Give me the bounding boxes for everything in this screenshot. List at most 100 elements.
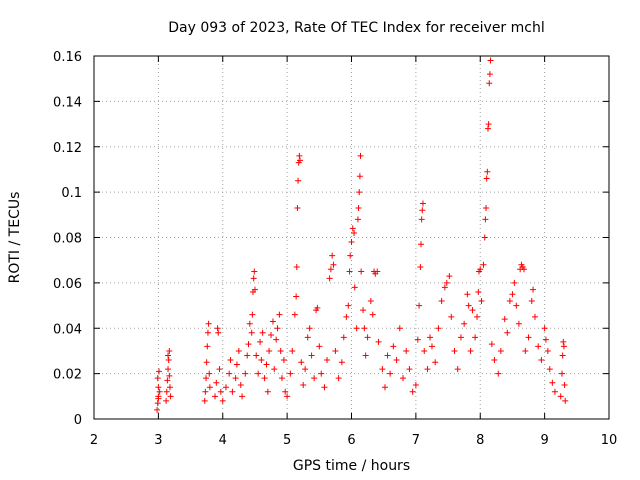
data-point: [343, 313, 350, 320]
data-point: [327, 266, 334, 273]
data-point: [203, 375, 210, 382]
data-point: [202, 388, 209, 395]
data-point: [483, 205, 490, 212]
y-axis-label: ROTI / TECUs: [7, 192, 23, 284]
x-tick-label: 10: [601, 433, 618, 448]
data-point: [251, 286, 258, 293]
data-point: [561, 381, 568, 388]
data-point: [485, 121, 492, 128]
data-point: [264, 388, 271, 395]
data-point: [406, 366, 413, 373]
data-point: [360, 307, 367, 314]
data-point: [326, 275, 333, 282]
data-point: [165, 352, 172, 359]
data-point: [167, 393, 174, 400]
data-point: [271, 366, 278, 373]
data-point: [253, 352, 260, 359]
x-tick-label: 4: [219, 433, 227, 448]
y-tick-label: 0: [74, 413, 82, 428]
data-point: [353, 325, 360, 332]
data-point: [284, 393, 291, 400]
data-point: [418, 216, 425, 223]
data-point: [356, 189, 363, 196]
data-point: [491, 357, 498, 364]
data-point: [409, 388, 416, 395]
data-point: [278, 375, 285, 382]
data-point: [250, 275, 257, 282]
data-point: [154, 406, 161, 413]
data-point: [551, 388, 558, 395]
data-point: [419, 200, 426, 207]
x-tick-label: 6: [347, 433, 355, 448]
data-point: [348, 239, 355, 246]
data-point: [472, 334, 479, 341]
data-point: [166, 347, 173, 354]
data-point: [212, 393, 219, 400]
data-point: [217, 388, 224, 395]
data-point: [396, 325, 403, 332]
data-point: [480, 261, 487, 268]
data-point: [364, 334, 371, 341]
data-point: [302, 366, 309, 373]
data-point: [486, 80, 493, 87]
data-point: [227, 357, 234, 364]
data-point: [418, 241, 425, 248]
data-point: [358, 268, 365, 275]
data-point: [251, 268, 258, 275]
data-point: [435, 325, 442, 332]
chart-title: Day 093 of 2023, Rate Of TEC Index for r…: [168, 20, 544, 36]
data-point: [248, 329, 255, 336]
data-point: [361, 325, 368, 332]
data-point: [461, 320, 468, 327]
y-tick-label: 0.16: [53, 50, 82, 65]
data-point: [347, 252, 354, 259]
data-point: [298, 359, 305, 366]
data-point: [467, 347, 474, 354]
data-point: [165, 366, 172, 373]
data-point: [226, 370, 233, 377]
data-point: [287, 370, 294, 377]
data-point: [154, 400, 161, 407]
data-point: [201, 397, 208, 404]
data-point: [204, 329, 211, 336]
data-point: [412, 381, 419, 388]
data-point: [417, 263, 424, 270]
data-point: [477, 266, 484, 273]
data-point: [311, 375, 318, 382]
data-point: [495, 370, 502, 377]
data-point: [469, 307, 476, 314]
data-point: [216, 366, 223, 373]
data-point: [424, 366, 431, 373]
data-point: [258, 357, 265, 364]
data-point: [269, 318, 276, 325]
data-point: [291, 311, 298, 318]
data-point: [393, 357, 400, 364]
data-point: [340, 334, 347, 341]
data-point: [332, 347, 339, 354]
data-point: [276, 311, 283, 318]
data-point: [513, 302, 520, 309]
data-point: [438, 298, 445, 305]
data-point: [528, 298, 535, 305]
data-point: [206, 370, 213, 377]
data-point: [390, 343, 397, 350]
data-point: [259, 329, 266, 336]
data-point: [515, 320, 522, 327]
data-point: [329, 252, 336, 259]
data-point: [482, 216, 489, 223]
data-point: [318, 370, 325, 377]
data-point: [419, 207, 426, 214]
data-point: [219, 397, 226, 404]
data-point: [245, 341, 252, 348]
data-point: [155, 395, 162, 402]
data-point: [484, 168, 491, 175]
x-tick-label: 3: [154, 433, 162, 448]
data-point: [229, 388, 236, 395]
data-point: [441, 284, 448, 291]
y-tick-label: 0.02: [53, 368, 82, 383]
data-point: [481, 234, 488, 241]
data-point: [293, 263, 300, 270]
data-point: [356, 173, 363, 180]
